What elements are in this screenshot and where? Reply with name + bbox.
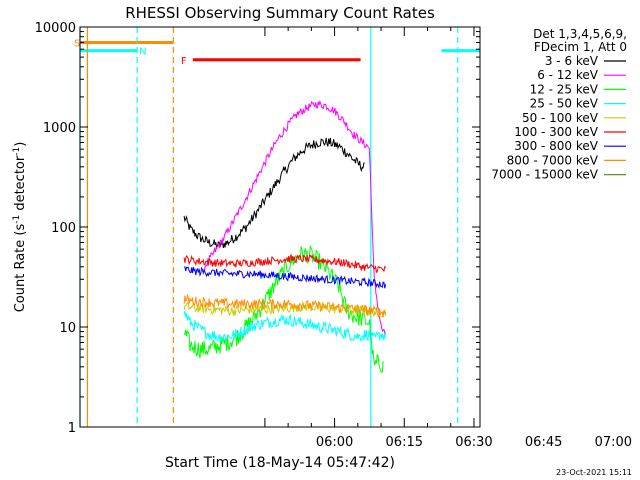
y-tick-label-10000: 10000 [35, 21, 76, 36]
series-line-12-25-kev [183, 244, 384, 373]
x-axis-label: Start Time (18-May-14 05:47:42) [165, 455, 395, 471]
y-axis-label: Count Rate (s-1 detector-1) [12, 142, 28, 313]
timestamp: 23-Oct-2021 15:11 [556, 468, 632, 477]
x-tick-label-07-00: 07:00 [595, 435, 632, 450]
legend-label-300-800-kev: 300 - 800 keV [514, 139, 598, 153]
series-line-6-12-kev [204, 100, 386, 336]
x-tick-label-06-45: 06:45 [525, 435, 562, 450]
plot-frame [79, 26, 481, 428]
series-line-800-7000-kev [183, 293, 386, 318]
chart-title: RHESSI Observing Summary Count Rates [125, 4, 435, 22]
legend-label-50-100-kev: 50 - 100 keV [522, 111, 599, 125]
flag-label-f: F [181, 56, 187, 67]
legend-label-800-7000-kev: 800 - 7000 keV [507, 153, 599, 167]
series-line-25-50-kev [183, 310, 387, 343]
legend-header-line-2: FDecim 1, Att 0 [534, 40, 627, 54]
legend-label-3-6-kev: 3 - 6 keV [545, 54, 599, 68]
legend-label-100-300-kev: 100 - 300 keV [514, 125, 598, 139]
legend-label-25-50-kev: 25 - 50 keV [530, 97, 599, 111]
flags-layer: S N F [74, 38, 480, 67]
x-tick-label-06-30: 06:30 [455, 435, 492, 450]
flag-label-n: N [139, 47, 146, 58]
legend-label-12-25-kev: 12 - 25 keV [530, 82, 599, 96]
flag-label-s: S [74, 38, 80, 49]
series-layer [183, 100, 387, 373]
y-tick-label-1: 1 [68, 421, 76, 436]
y-tick-label-1000: 1000 [43, 121, 76, 136]
x-tick-label-06-00: 06:00 [316, 435, 353, 450]
series-line-3-6-kev [183, 137, 365, 250]
legend-label-6-12-kev: 6 - 12 keV [537, 68, 599, 82]
series-line-300-800-kev [184, 266, 387, 289]
vlines-layer [79, 27, 459, 427]
x-tick-label-06-15: 06:15 [386, 435, 423, 450]
y-tick-label-100: 100 [51, 221, 76, 236]
legend-label-7000-15000-kev: 7000 - 15000 keV [491, 168, 598, 182]
series-line-100-300-kev [183, 253, 387, 274]
legend-header-line-1: Det 1,3,4,5,6,9, [533, 27, 627, 41]
y-axis: 1 10 100 1000 10000 [35, 21, 480, 436]
y-tick-label-10: 10 [59, 321, 76, 336]
